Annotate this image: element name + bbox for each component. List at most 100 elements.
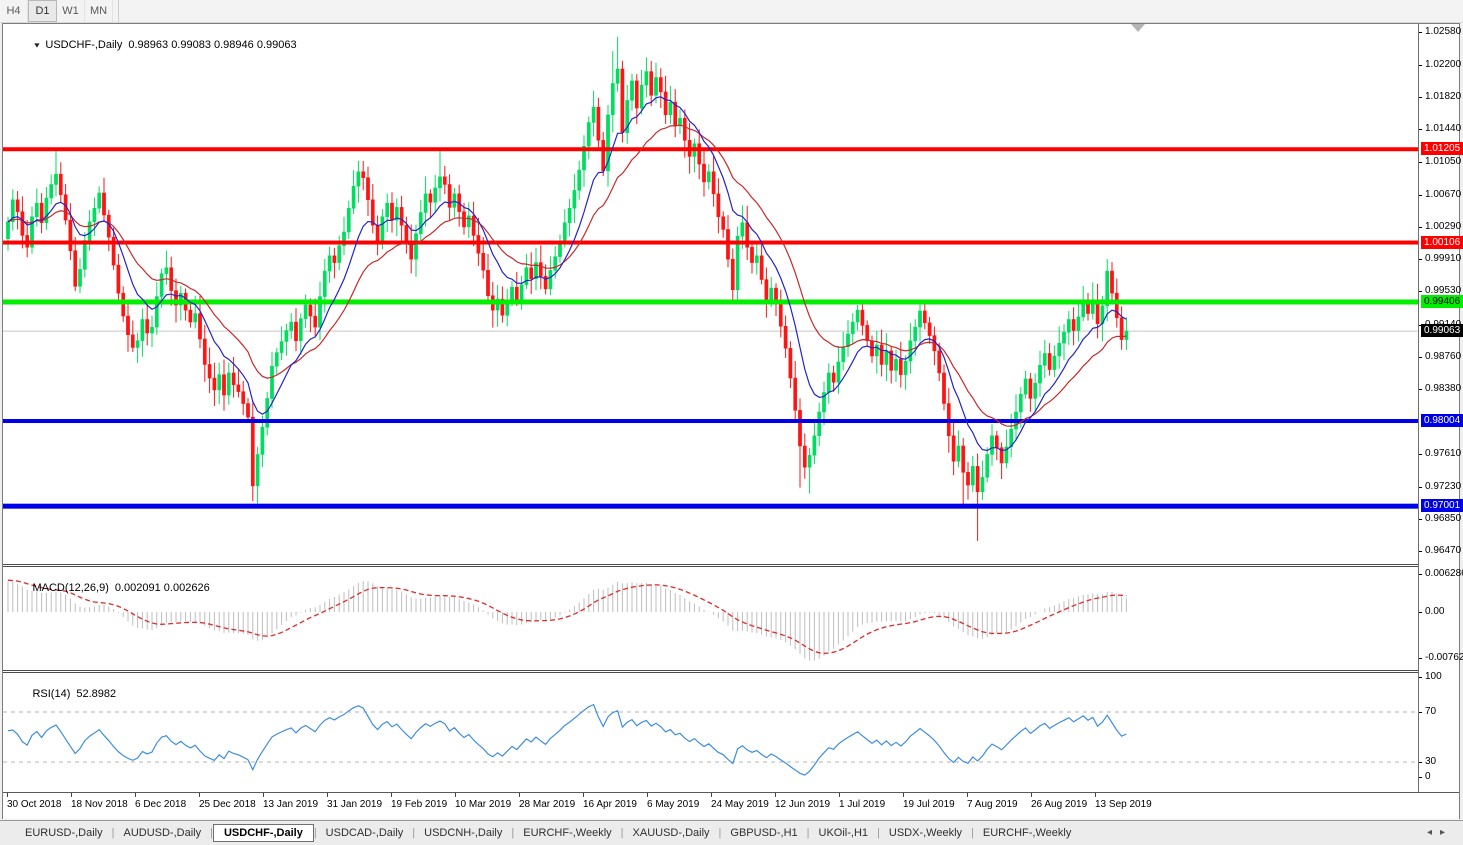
price-pane[interactable]: ▼ USDCHF-,Daily 0.98963 0.99083 0.98946 0.… [3,24,1459,564]
timeframe-button-d1[interactable]: D1 [28,0,57,22]
price-axis-label: 0.99910 [1425,253,1462,264]
price-axis-label: 0.97230 [1425,481,1462,492]
tab-separator: | [971,827,974,839]
macd-pane[interactable]: MACD(12,26,9) 0.002091 0.002626 [3,567,1459,670]
axis-tick-mark [1419,227,1422,228]
date-tick-mark [967,793,968,797]
tab-separator: | [877,827,880,839]
price-axis-label: 1.02580 [1425,26,1462,37]
axis-tick-mark [1419,712,1422,713]
axis-tick-mark [1419,259,1422,260]
axis-tick-mark [1419,129,1422,130]
price-axis-label: 0.96470 [1425,545,1462,556]
price-axis-label: 1.00670 [1425,189,1462,200]
date-axis-label: 18 Nov 2018 [71,799,128,810]
chart-window: ▼ USDCHF-,Daily 0.98963 0.99083 0.98946 0.… [2,23,1463,819]
tab-separator: | [313,827,317,839]
axis-tick-mark [1419,677,1422,678]
axis-tick-mark [1419,487,1422,488]
date-tick-mark [263,793,264,797]
symbol-dropdown-icon[interactable]: ▼ [32,41,42,49]
date-axis-label: 16 Apr 2019 [583,799,637,810]
axis-tick-mark [1419,162,1422,163]
tab-separator: | [806,827,810,839]
macd-values: 0.002091 0.002626 [114,582,210,594]
date-axis-label: 28 Mar 2019 [519,799,576,810]
timeframe-button-mn[interactable]: MN [85,0,113,22]
axis-tick-mark [1419,574,1422,575]
date-axis-label: 10 Mar 2019 [455,799,512,810]
price-level-badge: 1.01205 [1421,142,1463,155]
axis-tick-mark [1419,389,1422,390]
rsi-value: 52.8982 [76,688,117,700]
chart-tabs: EURUSD-,Daily | AUDUSD-,Daily | USDCHF-,Dail… [0,820,1463,845]
price-axis-label: 0.99530 [1425,285,1462,296]
rsi-header: RSI(14) 52.8982 [8,676,116,712]
price-axis-label: 1.01050 [1425,156,1462,167]
tab-usdchf-daily[interactable]: USDCHF-,Daily [212,824,314,842]
pane-divider-rsi[interactable] [3,670,1459,673]
price-axis-label: 1.00290 [1425,221,1462,232]
price-level-badge: 0.97001 [1421,499,1463,512]
date-axis-label: 13 Jan 2019 [263,799,319,810]
tab-usdcad-daily[interactable]: USDCAD-,Daily [325,827,404,839]
pane-divider-macd[interactable] [3,564,1459,567]
axis-tick-mark [1419,325,1422,326]
tab-usdx-weekly[interactable]: USDX-,Weekly [888,827,963,839]
tab-eurchf-weekly[interactable]: EURCHF-,Weekly [523,827,612,839]
rsi-axis-label: 30 [1425,756,1437,767]
date-axis-label: 30 Oct 2018 [7,799,62,810]
tab-separator: | [718,827,722,839]
chart-shift-icon[interactable] [1131,24,1145,32]
axis-tick-mark [1419,291,1422,292]
price-axis[interactable]: 1.02580 1.02200 1.01820 1.01440 1.01050 1.006… [1418,24,1463,792]
axis-tick-mark [1419,357,1422,358]
timeframe-button-h4[interactable]: H4 [0,0,28,22]
tab-eurusd-daily[interactable]: EURUSD-,Daily [25,827,103,839]
timeframe-button-w1[interactable]: W1 [57,0,85,22]
price-axis-label: 0.98760 [1425,351,1462,362]
date-tick-mark [647,793,648,797]
tab-separator: | [620,827,624,839]
axis-tick-mark [1419,65,1422,66]
date-tick-mark [1031,793,1032,797]
date-axis[interactable]: 30 Oct 2018 18 Nov 2018 6 Dec 2018 25 Dec 2… [3,792,1459,819]
tab-xauusd-daily[interactable]: XAUUSD-,Daily [632,827,710,839]
tab-scroll-arrows[interactable]: ◂▸ [1426,827,1453,838]
chart-ohlc-values: 0.98963 0.99083 0.98946 0.99063 [128,39,297,51]
date-tick-mark [839,793,840,797]
date-tick-mark [135,793,136,797]
price-axis-label: 0.96850 [1425,513,1462,524]
rsi-axis-label: 70 [1425,706,1437,717]
axis-tick-mark [1419,612,1422,613]
tab-separator: | [111,827,115,839]
rsi-pane[interactable]: RSI(14) 52.8982 [3,673,1459,792]
tab-ukoil-h1[interactable]: UKOil-,H1 [818,827,869,839]
date-axis-label: 1 Jul 2019 [839,799,886,810]
price-level-badge: 0.98004 [1421,414,1463,427]
tab-separator: | [210,827,213,839]
date-tick-mark [583,793,584,797]
date-axis-label: 6 May 2019 [647,799,700,810]
date-tick-mark [7,793,8,797]
rsi-canvas[interactable] [3,673,1419,792]
price-axis-label: 1.02200 [1425,59,1462,70]
rsi-axis-label: 100 [1425,671,1442,682]
date-axis-label: 31 Jan 2019 [327,799,383,810]
date-axis-label: 26 Aug 2019 [1031,799,1088,810]
date-axis-label: 19 Feb 2019 [391,799,448,810]
macd-canvas[interactable] [3,567,1419,670]
tab-separator: | [412,827,416,839]
tab-usdcnh-daily[interactable]: USDCNH-,Daily [424,827,503,839]
price-level-badge: 0.99406 [1421,295,1463,308]
axis-tick-mark [1419,762,1422,763]
tab-eurchf-weekly[interactable]: EURCHF-,Weekly [982,827,1072,839]
date-axis-label: 19 Jul 2019 [903,799,955,810]
macd-label: MACD(12,26,9) [32,582,109,594]
date-tick-mark [199,793,200,797]
tab-audusd-daily[interactable]: AUDUSD-,Daily [123,827,202,839]
date-tick-mark [903,793,904,797]
price-chart-canvas[interactable] [3,24,1419,564]
date-tick-mark [391,793,392,797]
tab-gbpusd-h1[interactable]: GBPUSD-,H1 [730,827,798,839]
